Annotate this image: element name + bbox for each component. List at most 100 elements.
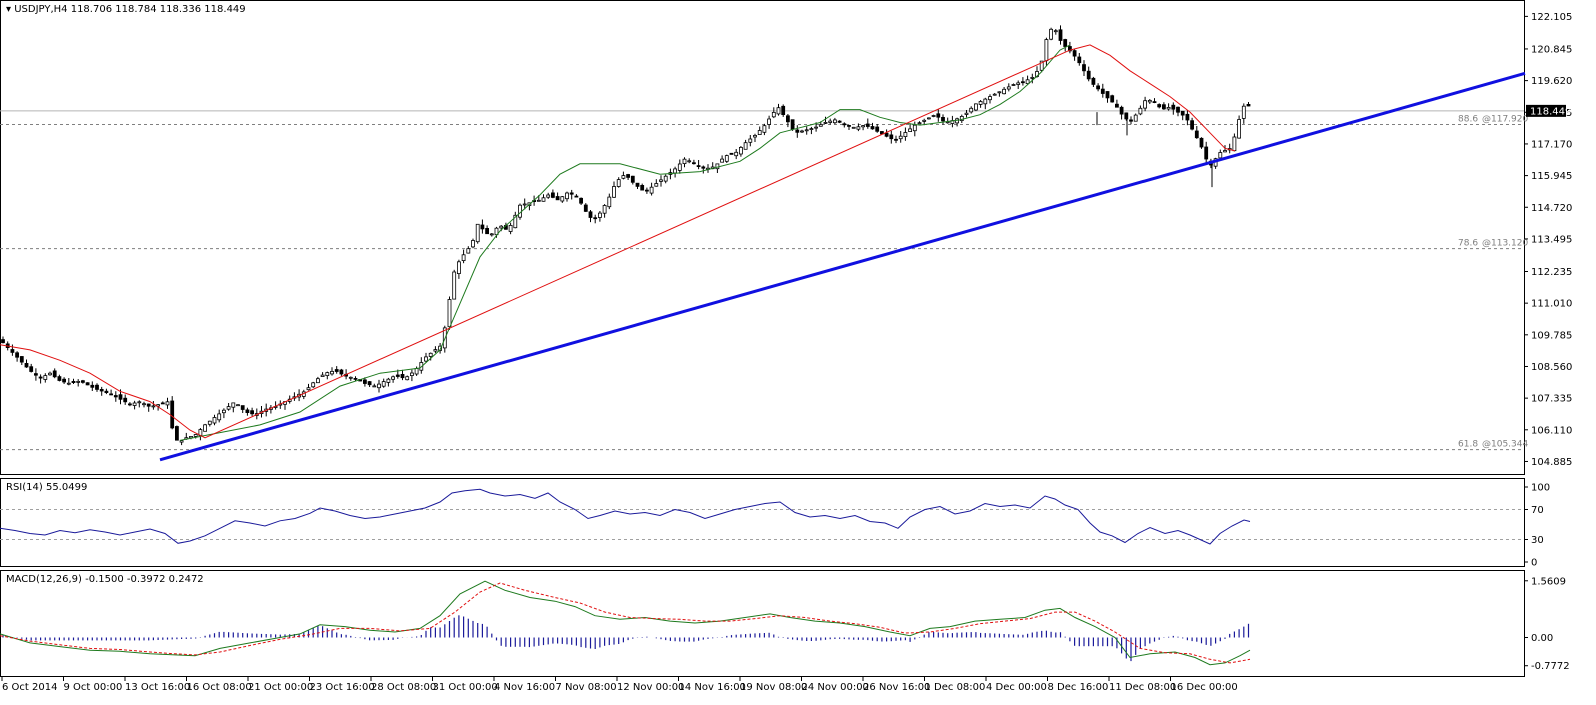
candle-body	[814, 126, 818, 129]
candle-body	[19, 356, 24, 363]
candle-body	[969, 107, 974, 113]
candle-body	[753, 134, 757, 138]
fibonacci-levels: 88.6 @117.920 78.6 @113.120 61.8 @105.344	[0, 115, 1528, 451]
candle-body	[917, 122, 922, 125]
time-tick-label: 19 Nov 08:00	[740, 682, 807, 693]
candle-body	[1185, 113, 1190, 121]
candle-body	[1166, 107, 1171, 110]
candle-body	[1199, 137, 1204, 148]
candle-body	[1030, 77, 1035, 79]
candle-body	[941, 117, 945, 122]
candle-body	[1115, 103, 1119, 108]
candle-body	[659, 179, 663, 182]
candle-body	[612, 186, 616, 198]
candle-body	[912, 124, 917, 132]
candle-body	[118, 394, 123, 400]
candle-body	[43, 375, 48, 380]
candle-body	[1006, 86, 1011, 90]
macd-signal-line	[0, 582, 1251, 664]
time-tick-label: 13 Oct 16:00	[125, 682, 190, 693]
candle-body	[165, 401, 170, 406]
candle-body	[66, 382, 71, 385]
candle-body	[720, 158, 724, 163]
candle-body	[212, 417, 217, 424]
candle-body	[743, 142, 748, 150]
price-tick-label: 122.105	[1531, 12, 1572, 23]
candle-body	[1002, 88, 1006, 95]
candle-body	[551, 192, 555, 198]
candle-body	[903, 132, 908, 137]
candle-body	[405, 376, 410, 381]
candle-body	[381, 381, 386, 387]
candle-body	[640, 184, 645, 191]
candle-body	[626, 174, 630, 178]
candle-body	[1, 339, 5, 344]
price-tick-label: 104.885	[1531, 457, 1572, 468]
candle-body	[936, 113, 941, 118]
candle-body	[687, 160, 692, 163]
candle-body	[142, 403, 146, 406]
candle-body	[1223, 150, 1227, 153]
candle-body	[1044, 39, 1049, 62]
candle-body	[522, 203, 527, 206]
time-tick-label: 16 Oct 08:00	[187, 682, 252, 693]
ohlc-values: 118.706 118.784 118.336 118.449	[71, 4, 246, 15]
candle-body	[15, 352, 20, 358]
candle-body	[588, 211, 593, 218]
candle-body	[372, 385, 377, 388]
price-tick-label: 107.335	[1531, 394, 1572, 405]
candle-body	[1053, 30, 1058, 33]
candle-body	[362, 379, 367, 384]
candle-body	[1068, 46, 1072, 52]
candle-body	[325, 372, 330, 377]
candle-body	[433, 349, 438, 352]
candle-body	[771, 112, 776, 118]
candle-body	[456, 261, 461, 274]
price-tick-label: 115.945	[1531, 171, 1572, 182]
fib-ratio-label: 78.6	[1458, 239, 1478, 249]
candle-body	[983, 98, 988, 105]
candle-body	[109, 393, 113, 396]
candle-body	[236, 404, 240, 407]
candle-body	[607, 196, 612, 208]
candle-body	[978, 101, 983, 105]
candle-body	[34, 373, 38, 376]
price-tick-label: 108.560	[1531, 362, 1572, 373]
candle-body	[1105, 91, 1110, 99]
candle-body	[964, 112, 969, 115]
candle-body	[922, 119, 927, 122]
candle-body	[1063, 39, 1068, 47]
price-tick-label: 109.785	[1531, 330, 1572, 341]
candle-body	[856, 126, 861, 130]
candle-body	[146, 403, 151, 407]
candle-body	[541, 197, 546, 202]
macd-histogram	[2, 615, 1250, 662]
time-tick-label: 14 Nov 16:00	[679, 682, 746, 693]
candle-body	[1246, 104, 1251, 107]
candle-body	[95, 384, 99, 390]
candle-body	[1180, 110, 1185, 116]
candle-body	[231, 402, 236, 408]
candle-body	[645, 189, 649, 192]
candle-body	[894, 138, 898, 141]
candle-body	[151, 405, 156, 408]
rsi-title: RSI(14) 55.0499	[6, 482, 87, 493]
candle-body	[837, 120, 842, 123]
candle-body	[1171, 104, 1176, 110]
time-tick-label: 9 Oct 00:00	[64, 682, 123, 693]
dropdown-triangle-icon[interactable]: ▾	[6, 4, 11, 15]
trendline[interactable]	[159, 71, 1526, 462]
time-tick-label: 26 Nov 16:00	[863, 682, 930, 693]
candle-body	[1162, 104, 1166, 110]
macd-axis: 1.5609 0.00 -0.7772	[1524, 576, 1570, 672]
candle-body	[245, 409, 250, 413]
candle-body	[884, 132, 889, 137]
candle-body	[127, 403, 132, 406]
candle-body	[833, 119, 837, 124]
candle-body	[767, 118, 771, 125]
time-tick-label: 21 Oct 00:00	[248, 682, 313, 693]
rsi-pane: RSI(14) 55.0499 100 70 30 0	[0, 478, 1550, 569]
candle-body	[809, 128, 814, 131]
candle-body	[221, 409, 226, 414]
